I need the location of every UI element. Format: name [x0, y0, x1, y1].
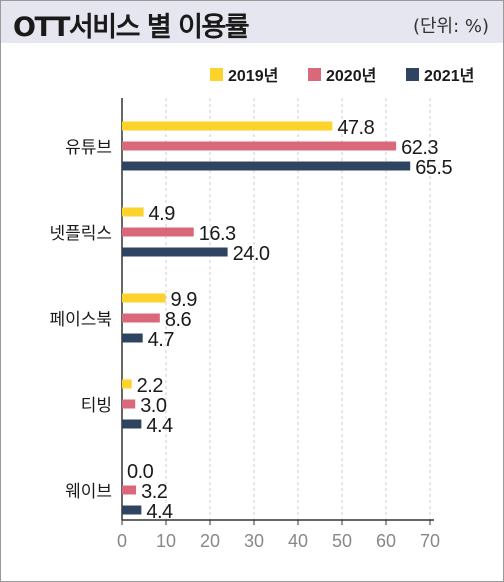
data-label: 24.0 [233, 243, 270, 265]
data-label: 4.7 [148, 329, 175, 351]
data-label: 2.2 [137, 375, 164, 397]
data-label: 4.4 [146, 415, 173, 437]
data-label: 47.8 [337, 117, 374, 139]
bar-2021 [122, 161, 411, 171]
data-label: 62.3 [401, 137, 438, 159]
bar-2020 [122, 141, 397, 151]
x-tick-label: 70 [420, 531, 440, 551]
data-label: 3.0 [140, 395, 167, 417]
bar-2019 [122, 379, 132, 389]
bar-2019 [122, 121, 333, 131]
category-label: 웨이브 [65, 482, 112, 501]
bar-2020 [122, 227, 194, 237]
legend-label: 2019년 [228, 66, 278, 85]
legend-swatch-2021 [406, 68, 419, 81]
data-label: 9.9 [171, 289, 198, 311]
bar-2021 [122, 247, 228, 257]
category-label: 티빙 [81, 396, 112, 415]
x-tick-label: 30 [244, 531, 264, 551]
x-tick-label: 60 [376, 531, 396, 551]
bar-2020 [122, 399, 136, 409]
legend-swatch-2019 [210, 68, 223, 81]
bar-2020 [122, 485, 137, 495]
x-tick-label: 0 [117, 531, 127, 551]
data-label: 4.4 [146, 501, 173, 523]
bar-2019 [122, 207, 144, 217]
category-label: 페이스북 [49, 310, 112, 329]
chart-title: OTT서비스 별 이용률 [13, 12, 250, 43]
data-label: 3.2 [141, 481, 168, 503]
legend-label: 2021년 [424, 66, 474, 85]
bar-2021 [122, 419, 142, 429]
data-label: 65.5 [415, 157, 452, 179]
bar-2021 [122, 333, 143, 343]
data-label: 8.6 [165, 309, 192, 331]
bar-2021 [122, 505, 142, 515]
unit-note: (단위: %) [412, 16, 489, 37]
bar-2020 [122, 313, 160, 323]
legend-swatch-2020 [308, 68, 321, 81]
data-label: 4.9 [149, 203, 176, 225]
data-label: 16.3 [199, 223, 236, 245]
x-tick-label: 40 [288, 531, 308, 551]
category-label: 넷플릭스 [49, 224, 112, 243]
x-tick-label: 50 [332, 531, 352, 551]
chart-header: OTT서비스 별 이용률 (단위: %) [1, 1, 503, 43]
category-label: 유튜브 [65, 138, 112, 157]
legend-label: 2020년 [326, 66, 376, 85]
x-tick-label: 10 [156, 531, 176, 551]
bar-2019 [122, 293, 166, 303]
data-label: 0.0 [127, 461, 154, 483]
x-tick-label: 20 [200, 531, 220, 551]
